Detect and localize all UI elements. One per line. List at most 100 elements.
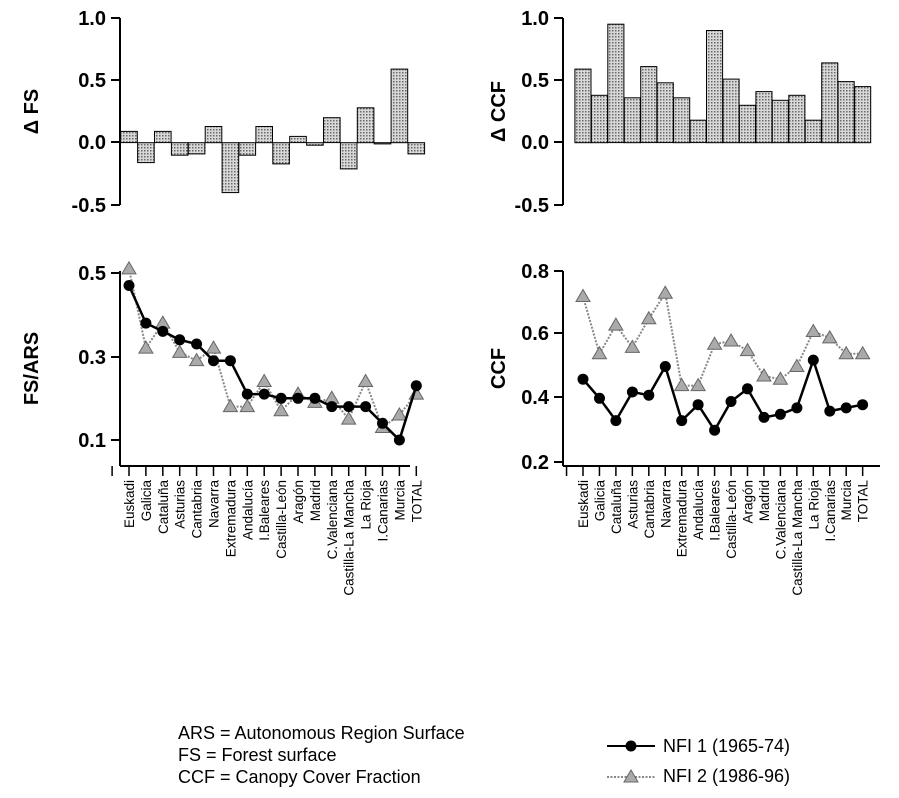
point-nfi2 <box>788 358 805 372</box>
x-tick-label: Extremadura <box>223 480 238 558</box>
point-nfi2 <box>838 345 855 360</box>
point-nfi2 <box>772 371 789 385</box>
point-nfi1 <box>292 392 304 404</box>
x-tick-label: I.Baleares <box>257 480 272 541</box>
x-tick-label: Navarra <box>207 480 222 529</box>
legend-label-nfi1: NFI 1 (1965-74) <box>663 736 791 756</box>
bar <box>339 142 358 170</box>
point-nfi2 <box>854 345 871 360</box>
bar <box>837 81 855 144</box>
x-tick-label: I.Canarias <box>823 480 838 542</box>
x-tick-label: Madrid <box>308 480 323 521</box>
bar <box>788 94 806 144</box>
note-fs: FS = Forest surface <box>178 745 337 765</box>
point-nfi1 <box>742 383 753 395</box>
point-nfi1 <box>140 317 152 329</box>
point-nfi1 <box>840 402 852 414</box>
bar <box>120 130 138 144</box>
x-tick-label: Galicia <box>592 480 607 522</box>
bar <box>706 30 724 144</box>
circle-marker-icon <box>607 740 655 752</box>
x-tick-label: Cantabria <box>190 480 205 539</box>
bar <box>356 107 375 144</box>
point-nfi1 <box>676 415 688 427</box>
y-tick-label: 0.0 <box>78 132 106 154</box>
point-nfi2 <box>624 339 641 353</box>
point-nfi1 <box>659 361 671 372</box>
point-nfi1 <box>410 380 422 392</box>
bar <box>771 99 789 144</box>
y-tick-label: -0.5 <box>72 195 106 217</box>
x-tick-label: Castilla-La Mancha <box>342 480 357 596</box>
point-nfi2 <box>805 323 822 337</box>
bar <box>154 130 172 144</box>
bar <box>221 142 240 194</box>
note-ars: ARS = Autonomous Region Surface <box>178 723 465 743</box>
point-nfi2 <box>121 260 137 275</box>
bar <box>656 82 674 144</box>
x-tick-label: Cantabria <box>642 480 657 539</box>
point-nfi1 <box>393 434 405 446</box>
legend-label-nfi2: NFI 2 (1986-96) <box>663 766 791 786</box>
y-axis-title: FS/ARS <box>21 332 43 405</box>
y-tick-label: 0.0 <box>521 132 549 154</box>
point-nfi1 <box>626 386 638 398</box>
bar <box>574 68 592 144</box>
bar <box>323 117 341 144</box>
point-nfi1 <box>241 388 253 400</box>
x-tick-label: Navarra <box>658 480 673 529</box>
x-tick-label: C.Valenciana <box>325 480 340 560</box>
y-tick-label: 0.2 <box>521 452 549 474</box>
bar <box>590 94 609 144</box>
bar <box>804 119 822 144</box>
point-nfi1 <box>275 392 287 404</box>
point-nfi1 <box>709 424 721 436</box>
bar <box>137 142 155 164</box>
x-tick-label: Euskadi <box>122 480 137 528</box>
point-nfi2 <box>222 398 239 413</box>
bar <box>821 62 839 144</box>
x-tick-label: Murcia <box>392 480 407 521</box>
bar <box>755 91 773 144</box>
point-nfi2 <box>706 336 723 350</box>
point-nfi1 <box>725 396 737 407</box>
y-tick-label: 0.6 <box>521 323 549 345</box>
x-tick-label: Castilla-La Mancha <box>790 480 805 596</box>
point-nfi1 <box>208 355 219 367</box>
ccf-line-chart: 0.2 0.4 0.6 0.8 CCF Euskadi Galicia Cataluña Ast… <box>488 261 880 596</box>
point-nfi1 <box>857 399 869 411</box>
point-nfi2 <box>690 377 707 392</box>
bar <box>407 142 426 155</box>
triangle-marker-icon <box>607 769 655 783</box>
point-nfi2 <box>821 329 838 344</box>
point-nfi1 <box>594 392 605 404</box>
point-nfi1 <box>123 280 135 291</box>
point-nfi2 <box>673 377 690 392</box>
point-nfi2 <box>657 285 674 299</box>
x-tick-label: TOTAL <box>409 480 424 523</box>
x-tick-label: Aragón <box>291 480 306 524</box>
series-line-nfi2 <box>582 290 863 387</box>
fs-ars-line-chart: 0.1 0.3 0.5 FS/ARS Euskadi Galicia Cataluña Ast… <box>21 260 424 596</box>
x-tick-label: I.Canarias <box>376 480 391 542</box>
series-line-nfi1 <box>127 284 418 443</box>
bar <box>738 104 757 144</box>
bar <box>238 142 257 156</box>
point-nfi2 <box>171 344 188 358</box>
y-tick-label: 0.3 <box>78 347 106 369</box>
point-nfi1 <box>610 415 622 427</box>
bar <box>204 126 223 144</box>
point-nfi1 <box>224 355 236 367</box>
point-nfi1 <box>791 402 803 414</box>
point-nfi1 <box>174 334 186 346</box>
y-axis-title: Δ CCF <box>488 81 510 142</box>
bar <box>306 142 324 146</box>
point-nfi1 <box>326 401 338 413</box>
point-nfi1 <box>824 405 836 417</box>
bar <box>623 97 641 144</box>
point-nfi1 <box>309 392 321 404</box>
delta-fs-bar-chart: -0.5 0.0 0.5 1.0 Δ FS <box>21 8 426 217</box>
bar <box>373 142 392 145</box>
x-tick-label: Andalucía <box>691 480 706 541</box>
bar <box>854 86 872 144</box>
